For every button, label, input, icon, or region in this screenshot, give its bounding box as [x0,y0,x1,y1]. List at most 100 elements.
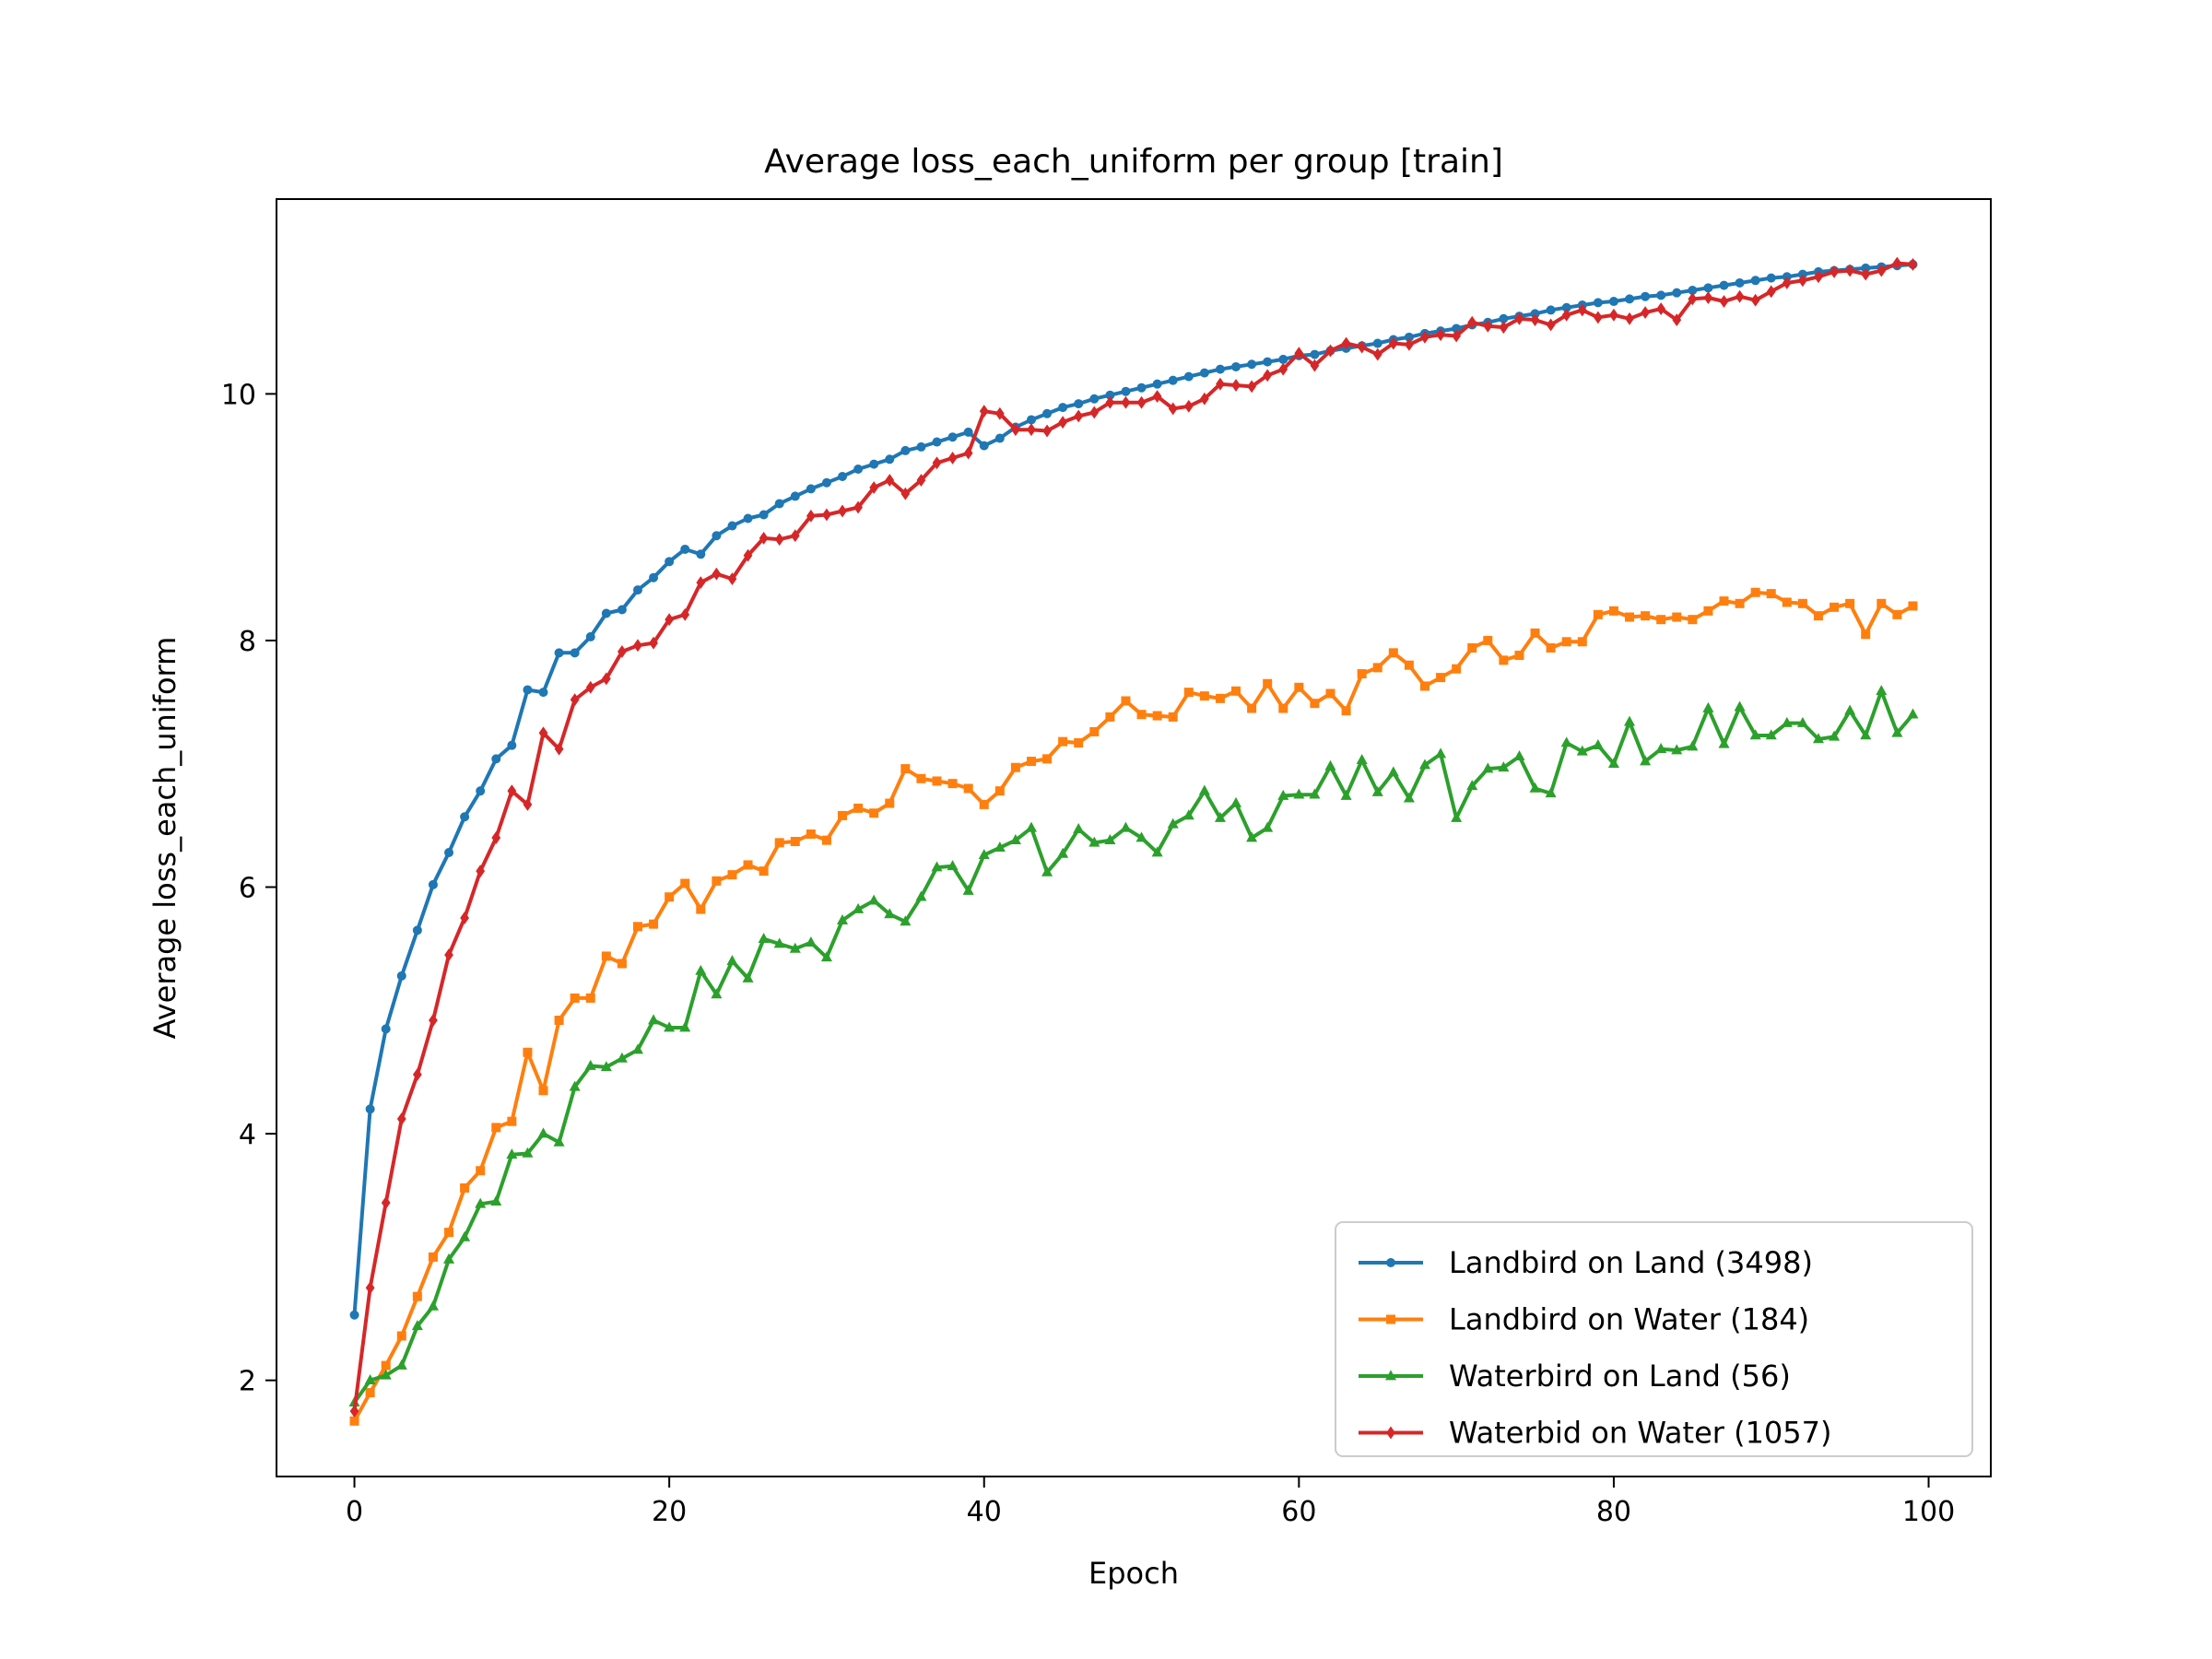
data-point [790,491,800,501]
data-point [1514,651,1524,660]
data-point [1231,686,1241,696]
data-point [601,951,611,961]
data-point [806,509,816,523]
data-point [1231,379,1241,392]
data-point [1703,283,1713,293]
data-point [994,786,1005,796]
data-point [1671,744,1683,755]
data-point [1247,703,1257,713]
data-point [1041,865,1053,877]
data-point [680,878,690,888]
data-point [1199,392,1209,406]
data-point [932,456,942,470]
data-point [1136,710,1147,720]
data-point [869,459,879,469]
data-point [978,849,990,860]
data-point [523,1047,533,1057]
data-point [570,648,580,658]
data-point [428,1252,438,1262]
data-point [695,964,707,975]
data-point [1372,663,1382,673]
data-point [1812,733,1824,744]
data-point [696,904,706,914]
data-point [1577,637,1587,647]
data-point [648,1014,660,1025]
legend-label: Landbird on Land (3498) [1449,1245,1813,1280]
data-point [885,798,895,808]
data-point [1560,736,1572,747]
data-point [381,1024,391,1034]
y-axis-label: Average loss_each_uniform [147,637,182,1040]
data-point [853,464,864,474]
data-point [727,521,737,531]
data-point [1577,303,1587,317]
data-point [1419,681,1430,691]
data-point [790,529,800,543]
y-axis: 2 4 6 8 10 [221,379,276,1398]
data-point [1734,700,1746,712]
data-point [631,1043,644,1054]
data-point [1057,847,1069,858]
data-point [994,406,1005,420]
data-point [947,432,958,442]
data-point [475,1197,487,1208]
data-point [1042,754,1053,764]
data-point [1324,759,1336,771]
data-point [1530,313,1540,327]
data-point [963,446,973,460]
data-point [1703,291,1713,304]
data-point [1451,811,1463,822]
data-point [963,427,973,437]
legend-marker [1386,1258,1395,1267]
data-point [1183,371,1194,382]
data-point [1545,787,1557,798]
data-point [1387,766,1399,777]
data-point [649,636,658,650]
data-point [1073,822,1085,833]
data-point [1466,780,1478,791]
data-point [869,481,879,494]
data-point [1026,757,1036,767]
data-point [743,548,753,562]
data-point [427,1300,439,1311]
data-point [523,797,533,811]
legend-entry: Waterbird on Land (56) [1359,1359,1791,1394]
data-point [774,499,784,509]
data-point [476,865,486,878]
data-point [601,608,611,618]
data-point [1167,818,1179,829]
data-point [1703,606,1713,616]
data-point [1719,280,1729,290]
data-point [1750,293,1760,307]
data-point [1088,836,1100,847]
data-point [1718,737,1730,748]
data-point [1357,669,1367,679]
data-point [1199,691,1209,701]
data-point [900,487,911,500]
data-point [553,1135,565,1147]
data-point [1121,395,1131,409]
data-point [1199,368,1209,378]
data-point [1025,821,1037,832]
data-point [994,433,1005,443]
data-point [1625,312,1634,325]
y-tick-label: 6 [239,873,256,905]
data-point [412,925,422,935]
data-point [1436,328,1445,342]
data-point [1371,785,1383,796]
data-point [1027,423,1036,437]
data-point [1418,759,1430,770]
data-point [743,513,753,524]
data-point [554,648,564,658]
data-point [900,764,911,774]
x-tick-label: 40 [967,1496,1002,1528]
data-point [1405,337,1414,351]
legend-frame [1335,1221,1973,1457]
data-point [1168,712,1178,722]
data-point [1845,598,1855,608]
data-point [1215,364,1225,374]
data-point [1058,403,1068,413]
data-point [1340,789,1352,800]
data-point [1263,369,1273,382]
